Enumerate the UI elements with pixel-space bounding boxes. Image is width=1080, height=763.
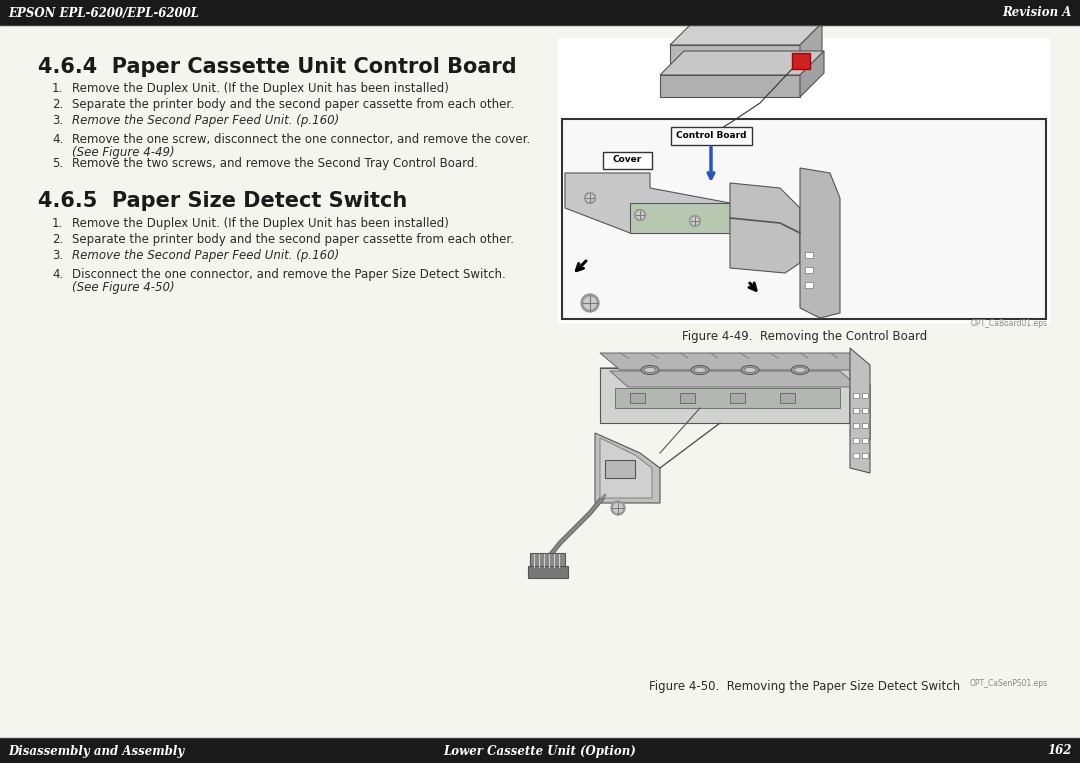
Circle shape xyxy=(584,297,596,309)
Text: 2.: 2. xyxy=(52,233,64,246)
Ellipse shape xyxy=(644,368,656,372)
Circle shape xyxy=(581,294,599,312)
Bar xyxy=(862,408,868,413)
Polygon shape xyxy=(600,438,652,498)
Bar xyxy=(0,0,1080,25)
Bar xyxy=(853,438,859,443)
Text: Lower Cassette Unit (Option): Lower Cassette Unit (Option) xyxy=(444,745,636,758)
Text: 1.: 1. xyxy=(52,82,64,95)
Text: 3.: 3. xyxy=(52,114,63,127)
Ellipse shape xyxy=(642,365,659,375)
Bar xyxy=(528,566,568,578)
Circle shape xyxy=(689,215,701,227)
Ellipse shape xyxy=(794,368,806,372)
FancyBboxPatch shape xyxy=(671,127,752,144)
Text: EPSON EPL-6200/EPL-6200L: EPSON EPL-6200/EPL-6200L xyxy=(8,7,199,20)
Bar xyxy=(853,453,859,458)
Circle shape xyxy=(611,501,625,515)
Circle shape xyxy=(584,192,595,204)
Polygon shape xyxy=(600,353,870,370)
Bar xyxy=(0,738,1080,763)
Polygon shape xyxy=(800,168,840,318)
FancyBboxPatch shape xyxy=(603,152,651,169)
Polygon shape xyxy=(600,368,870,385)
Text: 4.6.5  Paper Size Detect Switch: 4.6.5 Paper Size Detect Switch xyxy=(38,191,407,211)
Bar xyxy=(805,252,813,258)
Bar xyxy=(558,38,1050,323)
Polygon shape xyxy=(800,23,822,73)
Text: 3.: 3. xyxy=(52,249,63,262)
Text: Separate the printer body and the second paper cassette from each other.: Separate the printer body and the second… xyxy=(72,98,514,111)
Bar xyxy=(562,119,1047,319)
Text: Control Board: Control Board xyxy=(676,131,746,140)
Polygon shape xyxy=(610,371,858,387)
Bar xyxy=(605,460,635,478)
Text: Figure 4-49.  Removing the Control Board: Figure 4-49. Removing the Control Board xyxy=(683,330,928,343)
Text: OPT_CaSenPS01.eps: OPT_CaSenPS01.eps xyxy=(970,679,1048,688)
Bar xyxy=(862,453,868,458)
Bar xyxy=(853,423,859,428)
Text: Remove the Duplex Unit. (If the Duplex Unit has been installed): Remove the Duplex Unit. (If the Duplex U… xyxy=(72,82,449,95)
Text: Remove the Second Paper Feed Unit. (p.160): Remove the Second Paper Feed Unit. (p.16… xyxy=(72,114,339,127)
Bar xyxy=(805,282,813,288)
Polygon shape xyxy=(530,553,565,568)
Text: 4.: 4. xyxy=(52,268,64,281)
Ellipse shape xyxy=(691,365,708,375)
Polygon shape xyxy=(780,393,795,403)
Ellipse shape xyxy=(694,368,706,372)
Text: 5.: 5. xyxy=(52,157,63,170)
Polygon shape xyxy=(730,183,800,273)
Text: 162: 162 xyxy=(1048,745,1072,758)
Bar xyxy=(805,267,813,273)
Bar xyxy=(792,53,810,69)
Text: 1.: 1. xyxy=(52,217,64,230)
Text: (See Figure 4-49): (See Figure 4-49) xyxy=(72,146,175,159)
Text: Cover: Cover xyxy=(612,156,642,165)
Ellipse shape xyxy=(741,365,759,375)
Text: Remove the two screws, and remove the Second Tray Control Board.: Remove the two screws, and remove the Se… xyxy=(72,157,478,170)
Polygon shape xyxy=(660,51,824,75)
Circle shape xyxy=(586,195,594,201)
Polygon shape xyxy=(660,75,800,97)
Text: 2.: 2. xyxy=(52,98,64,111)
Text: Remove the Duplex Unit. (If the Duplex Unit has been installed): Remove the Duplex Unit. (If the Duplex U… xyxy=(72,217,449,230)
Polygon shape xyxy=(670,23,822,45)
Text: Separate the printer body and the second paper cassette from each other.: Separate the printer body and the second… xyxy=(72,233,514,246)
Text: (See Figure 4-50): (See Figure 4-50) xyxy=(72,281,175,294)
Circle shape xyxy=(613,504,622,513)
Polygon shape xyxy=(730,393,745,403)
Text: 4.: 4. xyxy=(52,133,64,146)
Circle shape xyxy=(691,217,699,224)
Ellipse shape xyxy=(744,368,756,372)
Polygon shape xyxy=(800,51,824,97)
Polygon shape xyxy=(615,388,840,408)
Text: Revision A: Revision A xyxy=(1002,7,1072,20)
Text: OPT_CaBoard01.eps: OPT_CaBoard01.eps xyxy=(971,319,1048,328)
Polygon shape xyxy=(600,368,850,423)
Bar xyxy=(862,423,868,428)
Bar xyxy=(862,393,868,398)
Circle shape xyxy=(635,210,646,221)
Polygon shape xyxy=(565,173,730,233)
Polygon shape xyxy=(850,348,870,473)
Text: Disconnect the one connector, and remove the Paper Size Detect Switch.: Disconnect the one connector, and remove… xyxy=(72,268,505,281)
Polygon shape xyxy=(670,45,800,73)
Text: Remove the Second Paper Feed Unit. (p.160): Remove the Second Paper Feed Unit. (p.16… xyxy=(72,249,339,262)
Polygon shape xyxy=(850,368,870,440)
Text: Disassembly and Assembly: Disassembly and Assembly xyxy=(8,745,185,758)
Polygon shape xyxy=(630,393,645,403)
Bar xyxy=(853,393,859,398)
Bar xyxy=(862,438,868,443)
Polygon shape xyxy=(630,203,730,233)
Ellipse shape xyxy=(791,365,809,375)
Text: 4.6.4  Paper Cassette Unit Control Board: 4.6.4 Paper Cassette Unit Control Board xyxy=(38,57,516,77)
Text: Figure 4-50.  Removing the Paper Size Detect Switch: Figure 4-50. Removing the Paper Size Det… xyxy=(649,680,960,693)
Polygon shape xyxy=(595,433,660,503)
Text: Remove the one screw, disconnect the one connector, and remove the cover.: Remove the one screw, disconnect the one… xyxy=(72,133,530,146)
Circle shape xyxy=(636,211,644,218)
Polygon shape xyxy=(680,393,696,403)
Bar xyxy=(853,408,859,413)
